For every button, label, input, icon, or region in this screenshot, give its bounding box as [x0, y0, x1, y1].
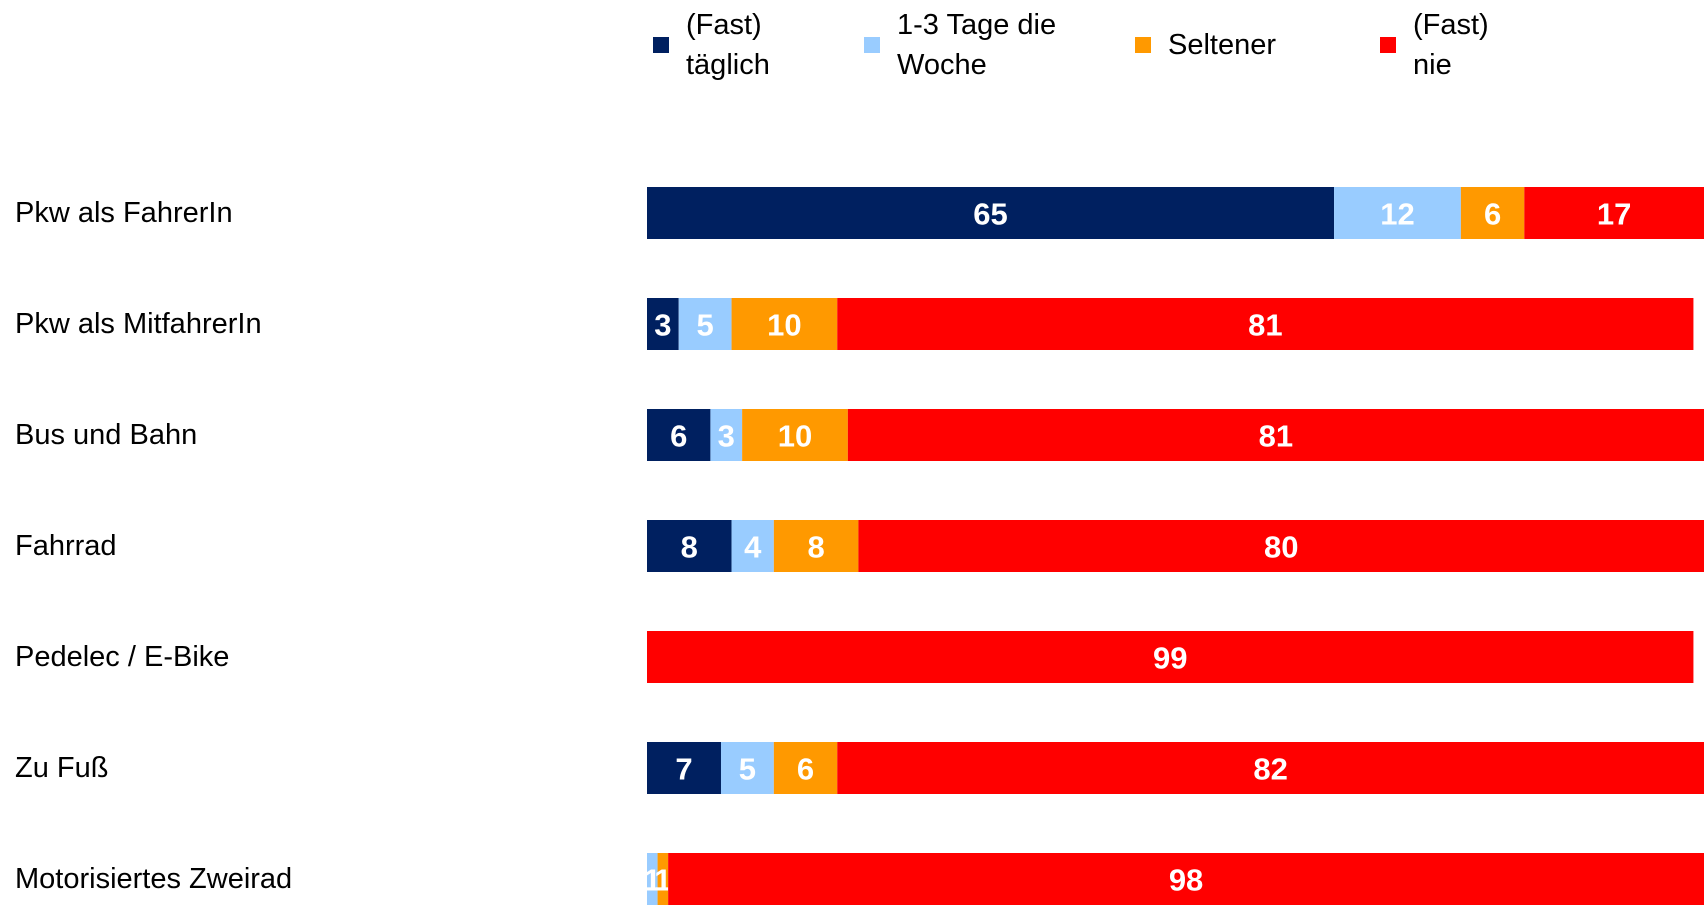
- legend-swatch: [653, 37, 669, 53]
- value-label: 6: [797, 752, 814, 787]
- value-label: 1: [654, 863, 671, 898]
- bar-segment: [647, 409, 711, 461]
- bar-segment: [657, 853, 669, 905]
- value-label: 8: [681, 530, 698, 565]
- value-label: 6: [1484, 197, 1501, 232]
- bar-segment: [742, 409, 848, 461]
- bar-segment: [647, 187, 1335, 239]
- value-label: 65: [973, 197, 1007, 232]
- category-label: Fahrrad: [15, 530, 117, 562]
- bar-segment: [647, 631, 1694, 683]
- legend-label: (Fast) täglich: [686, 9, 770, 81]
- bar-segment: [731, 520, 774, 572]
- bar-segment: [773, 520, 859, 572]
- category-label: Zu Fuß: [15, 752, 108, 784]
- legend-label: (Fast) nie: [1413, 9, 1489, 81]
- bar-segment: [647, 298, 679, 350]
- legend-label: 1-3 Tage die Woche: [897, 9, 1057, 81]
- value-label: 5: [697, 308, 714, 343]
- value-label: 1: [644, 863, 661, 898]
- value-label: 99: [1153, 641, 1187, 676]
- value-label: 4: [744, 530, 762, 565]
- value-label: 10: [767, 308, 801, 343]
- bar-segment: [668, 853, 1704, 905]
- value-label: 98: [1169, 863, 1203, 898]
- value-label: 81: [1259, 419, 1293, 454]
- bar-segment: [720, 742, 774, 794]
- bar-segment: [847, 409, 1704, 461]
- bar-segment: [647, 742, 721, 794]
- category-label: Motorisiertes Zweirad: [15, 863, 292, 895]
- value-label: 5: [739, 752, 756, 787]
- legend-swatch: [1135, 37, 1151, 53]
- value-label: 12: [1380, 197, 1414, 232]
- value-label: 10: [778, 419, 812, 454]
- bar-segment: [731, 298, 838, 350]
- value-label: 3: [654, 308, 671, 343]
- value-label: 80: [1264, 530, 1298, 565]
- bar-segment: [1334, 187, 1461, 239]
- category-label: Pedelec / E-Bike: [15, 641, 229, 673]
- category-label: Bus und Bahn: [15, 419, 197, 451]
- bar-segment: [858, 520, 1704, 572]
- bar-segment: [678, 298, 732, 350]
- value-label: 17: [1597, 197, 1631, 232]
- category-label: Pkw als FahrerIn: [15, 197, 233, 229]
- value-label: 82: [1253, 752, 1287, 787]
- value-label: 8: [807, 530, 824, 565]
- bar-segment: [1460, 187, 1525, 239]
- bar-segment: [773, 742, 838, 794]
- bar-segment: [647, 520, 732, 572]
- value-label: 7: [675, 752, 692, 787]
- category-label: Pkw als MitfahrerIn: [15, 308, 262, 340]
- value-label: 6: [670, 419, 687, 454]
- value-label: 3: [718, 419, 735, 454]
- bar-segment: [837, 742, 1704, 794]
- legend-swatch: [864, 37, 880, 53]
- bar-segment: [710, 409, 743, 461]
- bar-segment: [1524, 187, 1704, 239]
- value-label: 81: [1248, 308, 1282, 343]
- bar-segment: [647, 853, 658, 905]
- legend-swatch: [1380, 37, 1396, 53]
- bar-segment: [837, 298, 1694, 350]
- legend-label: Seltener: [1168, 29, 1277, 61]
